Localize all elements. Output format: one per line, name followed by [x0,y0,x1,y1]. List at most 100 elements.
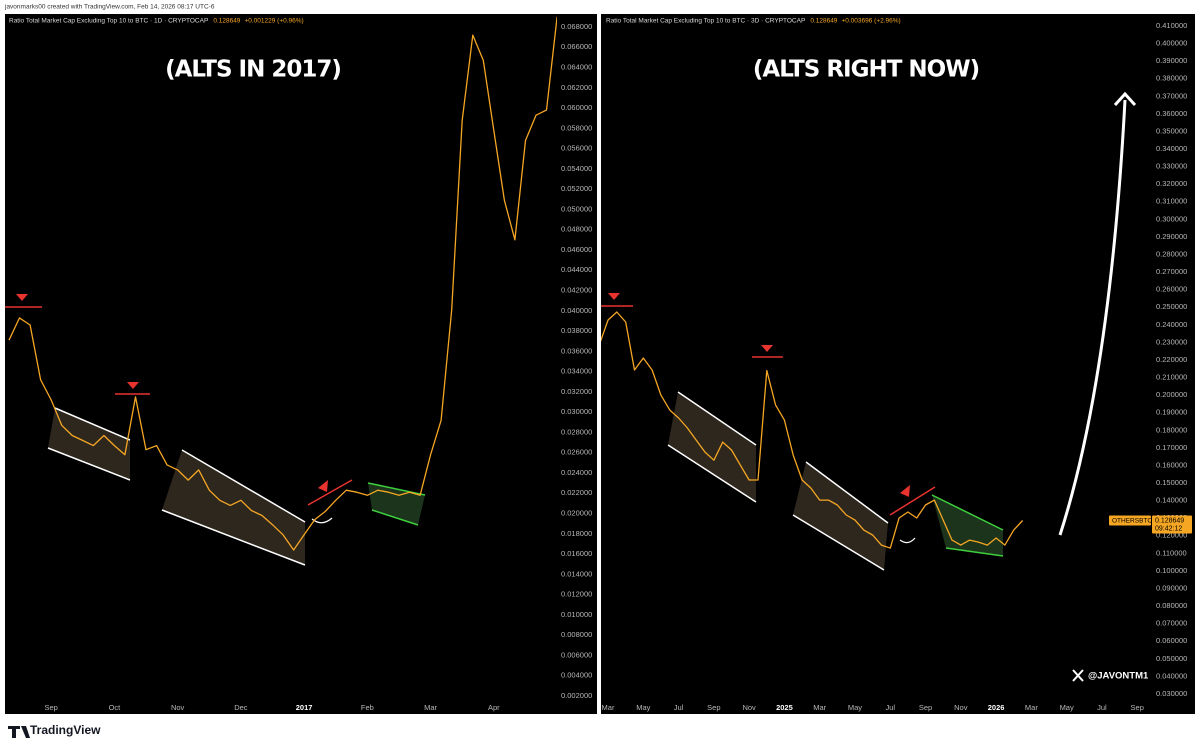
y-tick-label: 0.400000 [1156,39,1187,48]
y-tick-label: 0.034000 [561,367,592,376]
y-tick-label: 0.160000 [1156,460,1187,469]
y-tick-label: 0.050000 [561,204,592,213]
x-tick-label: Dec [234,703,248,712]
plots [8,16,1024,551]
breakout-line [889,486,936,516]
y-tick-label: 0.030000 [1156,689,1187,698]
x-tick-label: Feb [361,703,374,712]
top-marker [127,382,139,389]
y-tick-label: 0.390000 [1156,56,1187,65]
watermark: @JAVONTM1 [1088,671,1149,682]
price: 0.128649 [213,18,240,25]
channel-fill [668,392,756,502]
y-tick-label: 0.066000 [561,42,592,51]
y-tick-label: 0.056000 [561,144,592,153]
y-tick-label: 0.010000 [561,610,592,619]
x-tick-label: Oct [109,703,122,712]
plot-area [601,311,1024,549]
y-tick-label: 0.350000 [1156,126,1187,135]
y-tick-label: 0.044000 [561,265,592,274]
top-marker [761,345,773,352]
y-tick-label: 0.032000 [561,387,592,396]
y-tick-label: 0.260000 [1156,285,1187,294]
y-tick-label: 0.012000 [561,590,592,599]
y-tick-label: 0.042000 [561,285,592,294]
y-tick-label: 0.410000 [1156,21,1187,30]
chart-title: Ratio Total Market Cap Excluding Top 10 … [606,18,805,25]
price-change: +0.001229 (+0.96%) [244,18,303,25]
y-tick-label: 0.250000 [1156,302,1187,311]
price: 0.128649 [810,18,837,25]
x-tick-label: Mar [424,703,437,712]
y-tick-label: 0.280000 [1156,249,1187,258]
x-tick-label: Sep [707,703,720,712]
price-tag: 0.128649 [1155,517,1184,524]
y-tick-label: 0.052000 [561,184,592,193]
x-tick-label: Mar [813,703,826,712]
y-tick-label: 0.220000 [1156,355,1187,364]
symbol-tag: OTHERSBTC [1112,517,1152,524]
y-tick-label: 0.060000 [561,103,592,112]
wedge-line [367,482,426,496]
price-line [601,311,1024,549]
breakout-marker [318,480,328,492]
y-tick-label: 0.110000 [1156,548,1187,557]
x-tick-label: Sep [919,703,932,712]
y-tick-label: 0.048000 [561,225,592,234]
y-tick-label: 0.068000 [561,22,592,31]
y-tick-label: 0.380000 [1156,74,1187,83]
y-tick-label: 0.008000 [561,630,592,639]
footer-brand: TradingView [30,723,101,737]
x-tick-label: Jul [885,703,895,712]
symbol-tag-box [1109,515,1151,526]
y-tick-label: 0.004000 [561,671,592,680]
channel-line [47,447,131,481]
breakout-line [307,479,353,506]
top-marker [608,293,620,300]
y-tick-label: 0.320000 [1156,179,1187,188]
y-tick-label: 0.120000 [1156,531,1187,540]
plot-area [8,16,557,551]
y-tick-label: 0.026000 [561,448,592,457]
channel-line [677,391,757,446]
price-tag-box [1152,515,1192,534]
y-tick-label: 0.330000 [1156,162,1187,171]
y-tick-label: 0.090000 [1156,583,1187,592]
y-tick-label: 0.340000 [1156,144,1187,153]
x-tick-label: Mar [1025,703,1038,712]
y-tick-label: 0.170000 [1156,443,1187,452]
x-tick-label: Sep [44,703,57,712]
y-tick-label: 0.190000 [1156,408,1187,417]
y-tick-label: 0.058000 [561,123,592,132]
x-tick-label: Nov [954,703,968,712]
channel-line [54,407,131,441]
panel-left [5,14,597,714]
channel-line [181,449,306,523]
y-tick-label: 0.210000 [1156,373,1187,382]
retest-arc [899,537,916,544]
x-tick-label: Jul [1097,703,1107,712]
y-tick-label: 0.080000 [1156,601,1187,610]
channel-line [792,514,885,571]
x-tick-label: Mar [602,703,615,712]
wedge-fill [932,495,1003,556]
tv-logo [8,726,30,738]
y-tick-label: 0.060000 [1156,636,1187,645]
y-tick-label: 0.030000 [561,407,592,416]
x-tick-label: 2026 [988,703,1005,712]
y-tick-label: 0.050000 [1156,654,1187,663]
channel-fill [162,450,305,565]
x-tick-label: Sep [1131,703,1144,712]
chart-title: Ratio Total Market Cap Excluding Top 10 … [9,18,208,25]
y-tick-label: 0.150000 [1156,478,1187,487]
wedge-line [371,509,419,526]
channel-fill [793,462,888,570]
panel-right [601,14,1195,714]
y-tick-label: 0.038000 [561,326,592,335]
y-tick-label: 0.054000 [561,164,592,173]
x-tick-label: Jul [674,703,684,712]
y-tick-label: 0.036000 [561,346,592,355]
top-marker [16,294,28,301]
annotation: (ALTS IN 2017) [165,57,341,83]
